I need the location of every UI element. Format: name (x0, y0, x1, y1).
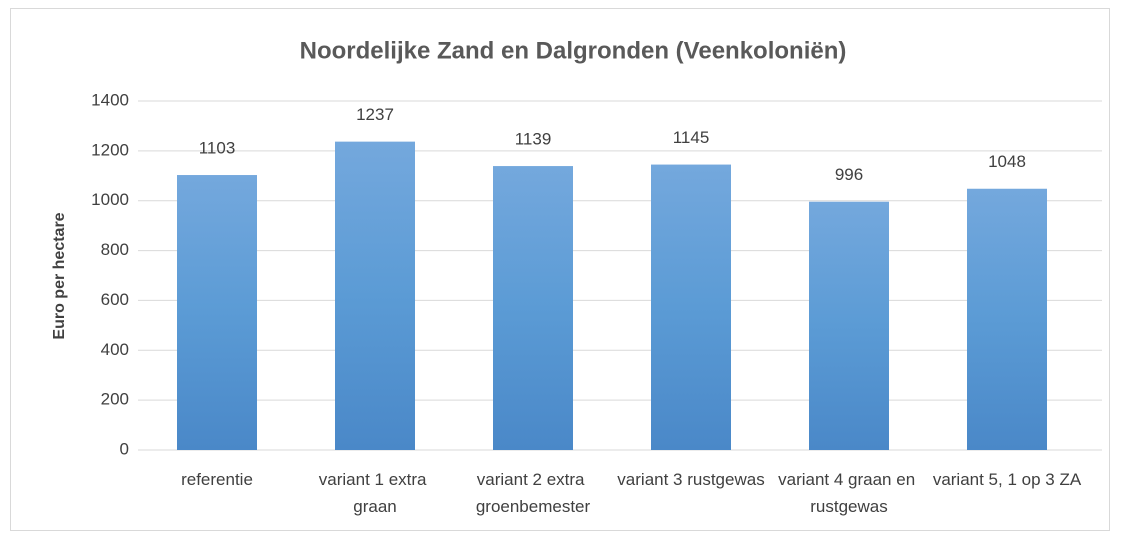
data-label: 1139 (515, 130, 552, 149)
x-tick-label: variant 3 rustgewas (617, 470, 764, 489)
bar (177, 175, 257, 451)
data-label: 1048 (988, 152, 1026, 171)
y-tick-label: 1000 (91, 190, 129, 209)
x-tick-label: variant 1 extra graan (319, 470, 431, 516)
y-tick-label: 400 (101, 340, 129, 359)
bar (651, 164, 731, 450)
bar (493, 166, 573, 450)
x-tick-label: variant 5, 1 op 3 ZA (933, 470, 1082, 489)
data-label: 1145 (673, 128, 710, 147)
x-tick-label: variant 2 extra groenbemester (476, 470, 591, 516)
y-tick-label: 1200 (91, 140, 129, 159)
y-tick-label: 800 (101, 240, 129, 259)
y-tick-label: 1400 (91, 90, 129, 109)
bar (967, 188, 1047, 450)
x-tick-label: variant 4 graan en rustgewas (778, 470, 920, 516)
bar (809, 201, 889, 450)
data-label: 996 (835, 165, 863, 184)
chart-title: Noordelijke Zand en Dalgronden (Veenkolo… (300, 37, 847, 64)
y-axis-label: Euro per hectare (51, 212, 68, 339)
bar (335, 141, 415, 450)
y-tick-label: 0 (120, 439, 129, 458)
y-tick-label: 600 (101, 290, 129, 309)
data-label: 1103 (199, 139, 236, 158)
x-tick-label: referentie (181, 470, 253, 489)
y-tick-label: 200 (101, 390, 129, 409)
data-label: 1237 (356, 105, 394, 124)
